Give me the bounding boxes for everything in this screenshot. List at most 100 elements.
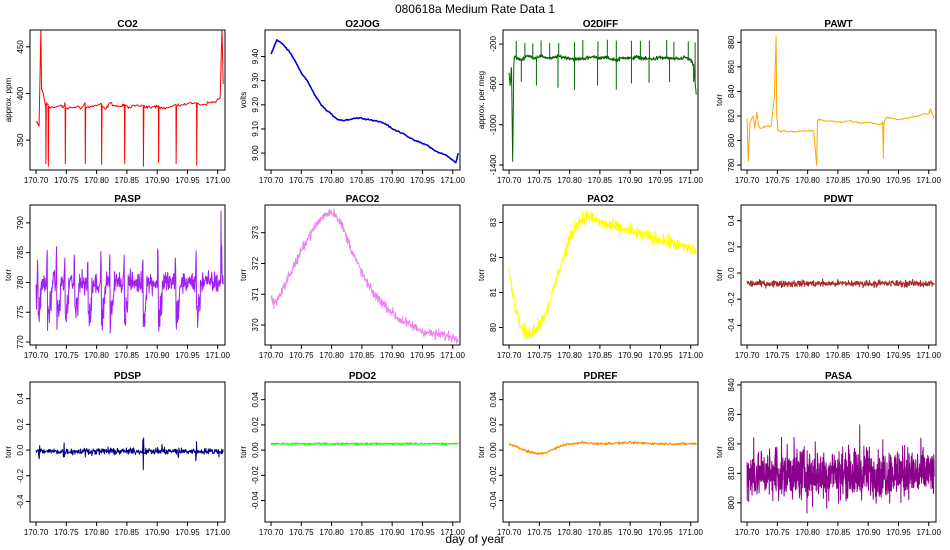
y-tick-label: 400	[16, 86, 25, 100]
x-tick-label: 170.75	[527, 528, 552, 537]
x-tick-label: 170.95	[886, 176, 911, 185]
y-tick-label: 770	[16, 335, 25, 349]
y-tick-label: 810	[727, 466, 736, 480]
x-tick-label: 170.80	[84, 528, 109, 537]
plot-frame	[740, 29, 937, 171]
y-tick-label: 0.04	[489, 391, 498, 407]
x-tick-label: 170.70	[497, 351, 522, 360]
y-tick-label: 9.20	[251, 96, 260, 112]
x-tick-label: 170.85	[588, 351, 613, 360]
y-tick-label: 0.0	[727, 267, 736, 279]
y-tick-label: 0.2	[727, 241, 736, 253]
y-tick-label: 371	[251, 287, 260, 301]
y-tick-label: 0.4	[16, 393, 25, 405]
x-tick-label: 171.00	[205, 176, 230, 185]
y-tick-label: 370	[251, 318, 260, 332]
panel-title: PASP	[114, 194, 141, 205]
x-tick-label: 170.75	[765, 351, 790, 360]
series-line-o2diff	[508, 39, 697, 162]
series-line-co2	[35, 30, 224, 167]
panel-co2: CO2 approx. ppm 170.70 170.75 170.80 170.85 17…	[4, 19, 231, 185]
x-tick-label: 170.90	[618, 528, 643, 537]
x-tick-label: 170.95	[175, 351, 200, 360]
y-axis-label: torr	[477, 269, 486, 281]
panel-pdo2: PDO2 torr 170.70 170.75 170.80 170.85 170.90 17…	[239, 371, 466, 537]
panel-title: PACO2	[346, 194, 380, 205]
plot-frame	[264, 29, 461, 171]
y-tick-label: 0.02	[489, 417, 498, 433]
figure-title: 080618a Medium Rate Data 1	[395, 2, 555, 16]
x-tick-label: 170.75	[765, 176, 790, 185]
plot-frame	[502, 29, 699, 171]
x-tick-label: 171.00	[440, 351, 465, 360]
x-tick-label: 170.95	[410, 528, 435, 537]
panel-title: PASA	[825, 371, 852, 382]
x-tick-label: 170.70	[497, 176, 522, 185]
y-axis-label: approx. ppm	[4, 77, 13, 122]
x-tick-label: 170.75	[54, 176, 79, 185]
panel-pdref: PDREF torr 170.70 170.75 170.80 170.85 170.90 1…	[477, 371, 704, 537]
y-tick-label: 9.40	[251, 48, 260, 64]
y-tick-label: -0.2	[16, 468, 25, 482]
x-tick-label: 171.00	[678, 528, 703, 537]
y-tick-label: 373	[251, 225, 260, 239]
series-line-pao2	[508, 209, 697, 340]
x-tick-label: 170.70	[259, 351, 284, 360]
plot-frame	[502, 381, 699, 523]
y-tick-label: 0.02	[251, 417, 260, 433]
x-tick-label: 170.90	[145, 176, 170, 185]
y-axis-label: torr	[239, 446, 248, 458]
x-tick-label: 170.75	[289, 528, 314, 537]
y-tick-label: -600	[489, 76, 498, 93]
x-tick-label: 170.80	[84, 176, 109, 185]
panel-pdwt: PDWT torr 170.70 170.75 170.80 170.85 170.90 17…	[715, 194, 942, 360]
x-tick-label: 170.75	[527, 351, 552, 360]
x-tick-label: 170.75	[54, 528, 79, 537]
x-tick-label: 170.85	[588, 528, 613, 537]
y-tick-label: -0.04	[251, 491, 260, 510]
x-tick-label: 170.75	[527, 176, 552, 185]
panel-pawt: PAWT torr 170.70 170.75 170.80 170.85 170.90 17…	[715, 19, 942, 185]
y-tick-label: 800	[727, 133, 736, 147]
y-tick-label: 0.2	[16, 418, 25, 430]
x-tick-label: 170.90	[856, 528, 881, 537]
x-tick-label: 170.75	[54, 351, 79, 360]
panel-title: O2JOG	[345, 19, 380, 30]
x-tick-label: 170.95	[648, 176, 673, 185]
x-tick-label: 171.00	[678, 176, 703, 185]
x-tick-label: 171.00	[205, 528, 230, 537]
series-line-pawt	[746, 35, 935, 166]
y-tick-label: 0.04	[251, 391, 260, 407]
panel-grid: CO2 approx. ppm 170.70 170.75 170.80 170.85 17…	[4, 19, 942, 537]
x-tick-label: 170.85	[826, 528, 851, 537]
panel-pasa: PASA torr 170.70 170.75 170.80 170.85 170.90 17…	[715, 371, 942, 537]
y-tick-label: 9.30	[251, 72, 260, 88]
x-tick-label: 170.85	[115, 176, 140, 185]
y-tick-label: 800	[727, 496, 736, 510]
y-axis-label: torr	[477, 446, 486, 458]
panel-title: O2DIFF	[583, 19, 619, 30]
x-tick-label: 170.95	[410, 351, 435, 360]
x-tick-label: 170.90	[145, 528, 170, 537]
y-tick-label: -200	[489, 36, 498, 53]
x-tick-label: 170.80	[795, 351, 820, 360]
y-tick-label: 780	[16, 275, 25, 289]
panel-title: PAWT	[824, 19, 852, 30]
x-tick-label: 170.70	[24, 176, 49, 185]
x-tick-label: 170.95	[410, 176, 435, 185]
x-tick-label: 170.80	[319, 528, 344, 537]
y-tick-label: 820	[727, 437, 736, 451]
x-tick-label: 170.90	[618, 351, 643, 360]
x-tick-label: 170.70	[24, 351, 49, 360]
panel-o2jog: O2JOG volts 170.70 170.75 170.80 170.85 170.90…	[239, 19, 466, 185]
x-tick-label: 170.80	[557, 176, 582, 185]
x-tick-label: 171.00	[916, 528, 941, 537]
x-tick-label: 170.85	[350, 528, 375, 537]
x-tick-label: 170.70	[497, 528, 522, 537]
x-tick-label: 170.90	[856, 176, 881, 185]
x-tick-label: 170.70	[259, 528, 284, 537]
x-tick-label: 170.70	[735, 351, 760, 360]
panel-title: PDWT	[824, 194, 853, 205]
figure-xlabel: day of year	[445, 532, 504, 546]
